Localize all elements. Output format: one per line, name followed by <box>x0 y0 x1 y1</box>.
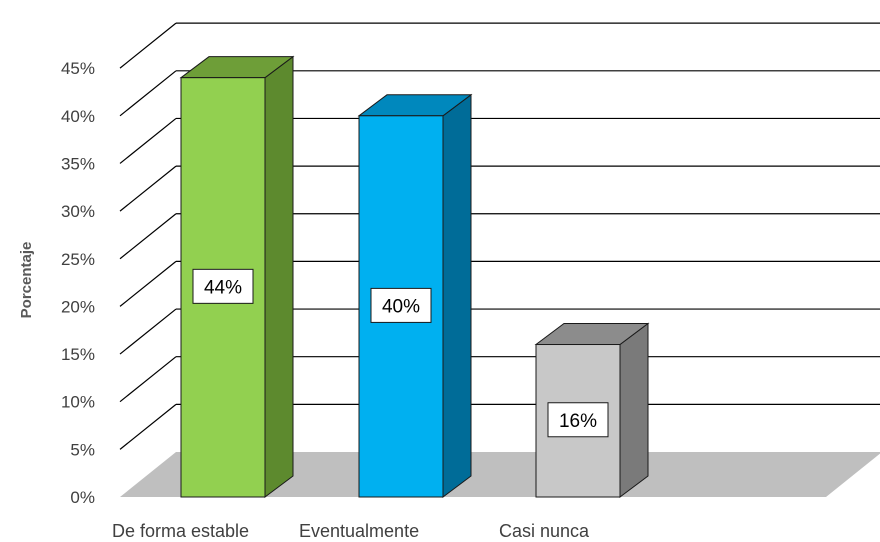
y-tick-label: 15% <box>61 345 95 364</box>
gridlines <box>119 22 880 450</box>
bars: 44% 40% 16% <box>179 55 650 498</box>
data-label-text: 16% <box>559 411 597 432</box>
data-label: 40% <box>370 287 432 323</box>
x-axis-categories: De forma estable Eventualmente Casi nunca <box>112 521 590 541</box>
y-tick-label: 25% <box>61 250 95 269</box>
data-label: 44% <box>192 268 254 304</box>
y-tick-label: 10% <box>61 393 95 412</box>
y-tick-label: 40% <box>61 107 95 126</box>
y-tick-label: 20% <box>61 297 95 316</box>
y-tick-label: 30% <box>61 202 95 221</box>
bar-side <box>264 55 294 498</box>
bar-side <box>442 93 472 498</box>
data-label-box <box>192 268 254 304</box>
x-category-label: Casi nunca <box>499 521 590 541</box>
bar: 44% <box>179 55 295 498</box>
gridline-diagonal <box>119 117 177 164</box>
y-axis-ticks: 0% 5% 10% 15% 20% 25% 30% 35% 40% 45% <box>61 59 95 507</box>
gridline-diagonal <box>119 308 177 355</box>
y-tick-label: 5% <box>70 440 95 459</box>
gridline-diagonal <box>119 22 177 69</box>
bar: 40% <box>357 93 473 498</box>
x-category-label: Eventualmente <box>299 521 419 541</box>
data-label-box <box>370 287 432 323</box>
data-label-box <box>547 402 609 438</box>
chart-floor <box>120 452 880 497</box>
gridline-diagonal <box>119 356 177 403</box>
gridline-diagonal <box>119 403 177 450</box>
gridline-diagonal <box>119 165 177 212</box>
y-tick-label: 35% <box>61 154 95 173</box>
y-tick-label: 45% <box>61 59 95 78</box>
data-label: 16% <box>547 402 609 438</box>
gridline-diagonal <box>119 70 177 117</box>
bar-side <box>619 322 649 498</box>
x-category-label: De forma estable <box>112 521 249 541</box>
data-label-text: 40% <box>382 296 420 317</box>
y-tick-label: 0% <box>70 488 95 507</box>
data-label-text: 44% <box>204 277 242 298</box>
bar: 16% <box>534 322 650 498</box>
gridline-diagonal <box>119 213 177 260</box>
gridline-diagonal <box>119 260 177 307</box>
y-axis-label: Porcentaje <box>18 242 35 319</box>
